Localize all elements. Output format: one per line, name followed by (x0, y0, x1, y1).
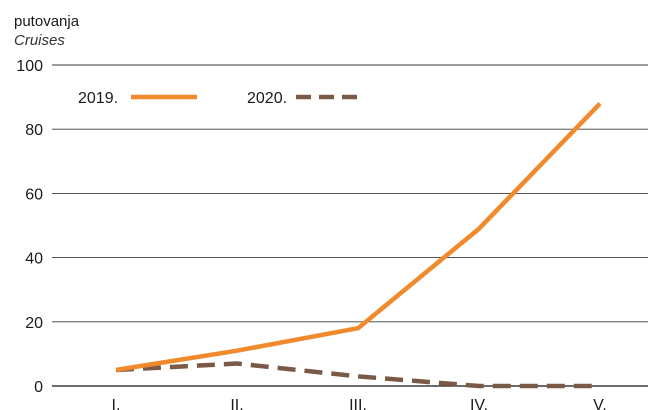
series-line-0 (115, 101, 602, 373)
legend: 2019. 2020. (78, 90, 362, 107)
x-tick-label: III. (349, 397, 367, 410)
x-tick-label: II. (230, 397, 243, 410)
y-tick-label: 60 (25, 186, 43, 203)
x-axis-ticks: I. II. III. IV. V. (112, 397, 607, 410)
gridlines (52, 64, 648, 387)
y-axis-ticks: 0 20 40 60 80 100 (16, 58, 43, 396)
legend-label-1: 2020. (247, 90, 287, 107)
x-tick-label: IV. (470, 397, 488, 410)
chart-title: putovanja (14, 13, 80, 30)
y-tick-label: 80 (25, 122, 43, 139)
series-line-1 (115, 361, 600, 389)
legend-label-0: 2019. (78, 90, 118, 107)
x-tick-label: V. (593, 397, 607, 410)
y-tick-label: 20 (25, 315, 43, 332)
x-tick-label: I. (112, 397, 121, 410)
y-tick-label: 0 (34, 379, 43, 396)
y-tick-label: 100 (16, 58, 43, 75)
y-tick-label: 40 (25, 251, 43, 268)
chart-subtitle: Cruises (14, 32, 65, 49)
series-lines (115, 101, 602, 389)
